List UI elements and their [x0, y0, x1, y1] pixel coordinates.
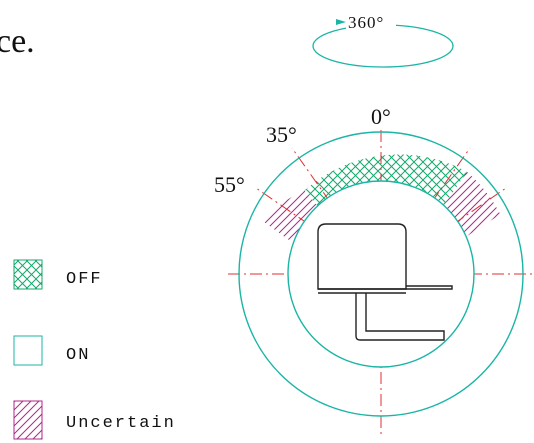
outer-ring: [238, 131, 524, 417]
legend-item-off: OFF: [13, 259, 103, 290]
angle-label-35: 35°: [266, 122, 297, 147]
dial: 0° 35° 55°: [214, 104, 534, 436]
legend-swatch-off: [13, 259, 43, 290]
legend-item-uncertain: Uncertain: [13, 400, 176, 440]
angle-label-55: 55°: [214, 172, 245, 197]
text-fragment: ce.: [0, 23, 35, 60]
rotation-label: 360°: [348, 13, 384, 32]
legend-label-off: OFF: [66, 270, 103, 289]
legend-label-uncertain: Uncertain: [66, 414, 176, 433]
inner-ring: [287, 180, 475, 368]
switch-device-icon: [317, 223, 453, 341]
angle-label-0: 0°: [371, 104, 391, 129]
rotation-arrow-icon: [336, 19, 346, 25]
legend: OFF ON Uncertain: [13, 259, 176, 440]
legend-item-on: ON: [13, 335, 90, 366]
rotation-indicator: 360°: [312, 12, 454, 68]
legend-label-on: ON: [66, 346, 90, 365]
legend-swatch-on: [13, 335, 43, 366]
legend-swatch-uncertain: [13, 400, 43, 440]
